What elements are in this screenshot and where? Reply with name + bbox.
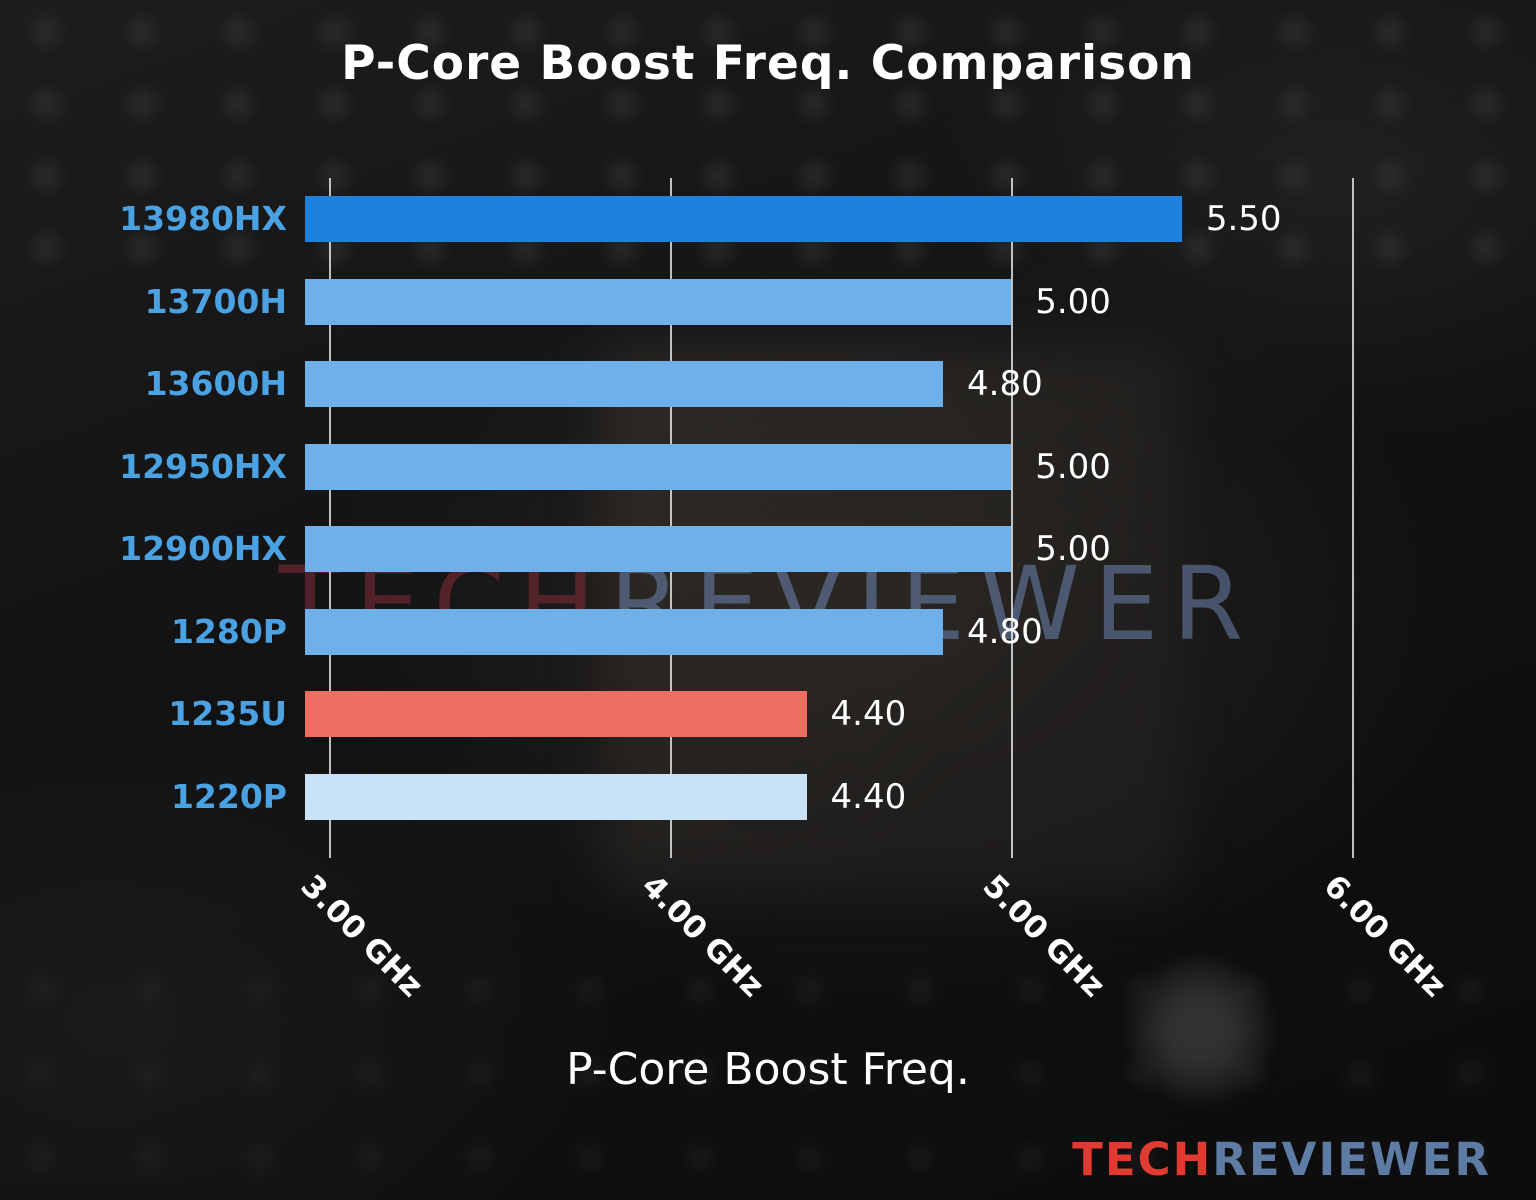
value-label-1235u: 4.40 [830, 694, 907, 735]
value-label-13980hx: 5.50 [1205, 199, 1282, 240]
chart-title: P-Core Boost Freq. Comparison [341, 36, 1195, 91]
brand-tech: TECH [1072, 1133, 1213, 1186]
value-label-13700h: 5.00 [1035, 281, 1111, 322]
gridline-3.00-ghz [328, 178, 331, 858]
value-label-1220p: 4.40 [830, 776, 907, 817]
bar-1235u [305, 691, 807, 738]
plot-area [305, 178, 1465, 858]
category-label-13700h: 13700H [144, 281, 287, 321]
bar-1220p [305, 773, 807, 820]
category-label-12950hx: 12950HX [119, 446, 287, 486]
category-label-1235u: 1235U [168, 694, 287, 734]
bar-1280p [305, 608, 943, 655]
gridline-5.00-ghz [1011, 178, 1014, 858]
bar-12950hx [305, 443, 1012, 490]
bar-13980hx [305, 196, 1182, 243]
value-label-12900hx: 5.00 [1035, 529, 1111, 570]
category-label-1280p: 1280P [170, 611, 287, 651]
gridline-6.00-ghz [1352, 178, 1355, 858]
bar-13600h [305, 361, 943, 408]
category-label-13600h: 13600H [144, 364, 287, 404]
capacitor-texture-top [0, 0, 1536, 300]
capacitor-texture-bottom [0, 960, 1536, 1200]
bar-13700h [305, 278, 1012, 325]
value-label-12950hx: 5.00 [1035, 446, 1111, 487]
x-axis-title: P-Core Boost Freq. [566, 1044, 970, 1095]
value-label-1280p: 4.80 [967, 611, 1043, 652]
screw-blur-shape [1130, 960, 1270, 1100]
category-label-1220p: 1220P [170, 776, 287, 816]
bar-12900hx [305, 526, 1012, 573]
category-label-13980hx: 13980HX [119, 199, 287, 239]
brand-reviewer: REVIEWER [1212, 1133, 1491, 1186]
value-label-13600h: 4.80 [967, 364, 1043, 405]
brand-logo: TECHREVIEWER [1072, 1133, 1491, 1186]
gridline-4.00-ghz [670, 178, 673, 858]
category-label-12900hx: 12900HX [119, 529, 287, 569]
